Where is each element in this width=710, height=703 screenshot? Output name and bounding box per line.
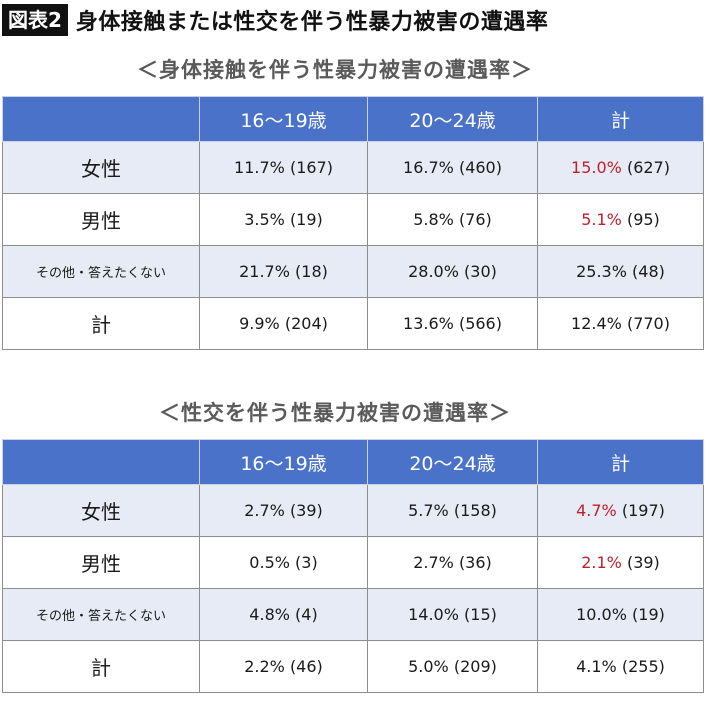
table-row-male: 男性 0.5% (3) 2.7% (36) 2.1% (39) [2, 536, 704, 589]
table-row-female: 女性 2.7% (39) 5.7% (158) 4.7% (197) [2, 484, 704, 537]
cell-total-count: (197) [616, 501, 665, 520]
figure-header: 図表2 身体接触または性交を伴う性暴力被害の遭遇率 [0, 0, 548, 40]
cell-value: 2.7% (36) [367, 536, 538, 589]
column-header-total: 計 [537, 96, 704, 142]
cell-total: 4.7% (197) [537, 484, 704, 537]
cell-total-highlight: 4.7% [576, 501, 617, 520]
cell-value: 3.5% (19) [199, 193, 368, 246]
row-label-female: 女性 [2, 484, 200, 537]
column-header-16-19: 16〜19歳 [199, 439, 368, 485]
row-label-other: その他・答えたくない [2, 245, 200, 298]
column-header-16-19: 16〜19歳 [199, 96, 368, 142]
row-label-total: 計 [2, 297, 200, 350]
cell-total-highlight: 15.0% [571, 158, 622, 177]
table-row-male: 男性 3.5% (19) 5.8% (76) 5.1% (95) [2, 193, 704, 246]
cell-value: 14.0% (15) [367, 588, 538, 641]
cell-value: 11.7% (167) [199, 141, 368, 194]
table-header-row: 16〜19歳 20〜24歳 計 [2, 439, 704, 485]
cell-value: 2.7% (39) [199, 484, 368, 537]
row-label-total: 計 [2, 640, 200, 693]
header-corner-cell [2, 96, 200, 142]
cell-value: 5.7% (158) [367, 484, 538, 537]
cell-value: 16.7% (460) [367, 141, 538, 194]
table-row-other: その他・答えたくない 21.7% (18) 28.0% (30) 25.3% (… [2, 245, 704, 298]
cell-total: 25.3% (48) [537, 245, 704, 298]
cell-total-count: (627) [621, 158, 670, 177]
cell-total-count: (39) [621, 553, 660, 572]
cell-total-count: (95) [621, 210, 660, 229]
cell-total: 4.1% (255) [537, 640, 704, 693]
header-corner-cell [2, 439, 200, 485]
figure-badge: 図表2 [2, 4, 68, 36]
cell-value: 21.7% (18) [199, 245, 368, 298]
table-physical-contact: 16〜19歳 20〜24歳 計 女性 11.7% (167) 16.7% (46… [2, 96, 704, 350]
row-label-other: その他・答えたくない [2, 588, 200, 641]
cell-total-highlight: 2.1% [581, 553, 622, 572]
cell-value: 5.0% (209) [367, 640, 538, 693]
cell-total: 12.4% (770) [537, 297, 704, 350]
cell-value: 9.9% (204) [199, 297, 368, 350]
cell-total: 15.0% (627) [537, 141, 704, 194]
row-label-female: 女性 [2, 141, 200, 194]
column-header-20-24: 20〜24歳 [367, 96, 538, 142]
cell-value: 2.2% (46) [199, 640, 368, 693]
table-row-female: 女性 11.7% (167) 16.7% (460) 15.0% (627) [2, 141, 704, 194]
table-row-total: 計 9.9% (204) 13.6% (566) 12.4% (770) [2, 297, 704, 350]
table-row-total: 計 2.2% (46) 5.0% (209) 4.1% (255) [2, 640, 704, 693]
cell-total: 10.0% (19) [537, 588, 704, 641]
table-row-other: その他・答えたくない 4.8% (4) 14.0% (15) 10.0% (19… [2, 588, 704, 641]
cell-value: 5.8% (76) [367, 193, 538, 246]
section-title-intercourse: ＜性交を伴う性暴力被害の遭遇率＞ [159, 401, 511, 425]
cell-value: 0.5% (3) [199, 536, 368, 589]
cell-total: 2.1% (39) [537, 536, 704, 589]
row-label-male: 男性 [2, 193, 200, 246]
column-header-total: 計 [537, 439, 704, 485]
row-label-male: 男性 [2, 536, 200, 589]
cell-value: 28.0% (30) [367, 245, 538, 298]
cell-total: 5.1% (95) [537, 193, 704, 246]
table-header-row: 16〜19歳 20〜24歳 計 [2, 96, 704, 142]
column-header-20-24: 20〜24歳 [367, 439, 538, 485]
figure-title: 身体接触または性交を伴う性暴力被害の遭遇率 [75, 10, 549, 35]
section-title-physical-contact: ＜身体接触を伴う性暴力被害の遭遇率＞ [137, 58, 533, 82]
table-intercourse: 16〜19歳 20〜24歳 計 女性 2.7% (39) 5.7% (158) … [2, 439, 704, 693]
cell-value: 13.6% (566) [367, 297, 538, 350]
cell-value: 4.8% (4) [199, 588, 368, 641]
cell-total-highlight: 5.1% [581, 210, 622, 229]
